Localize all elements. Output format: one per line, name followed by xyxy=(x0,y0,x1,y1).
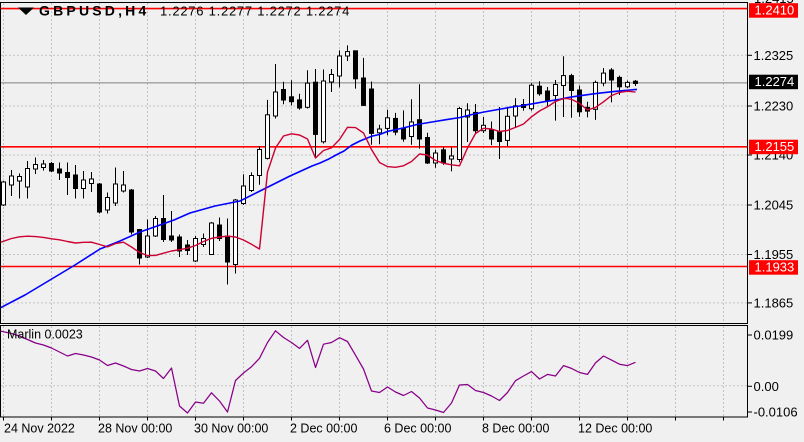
svg-text:24 Nov 2022: 24 Nov 2022 xyxy=(4,422,75,436)
svg-text:0.00: 0.00 xyxy=(754,379,779,394)
svg-text:2 Dec 00:00: 2 Dec 00:00 xyxy=(290,422,357,436)
svg-text:0.0199: 0.0199 xyxy=(754,328,794,343)
svg-text:1.2276 1.2277 1.2272 1.2274: 1.2276 1.2277 1.2272 1.2274 xyxy=(160,4,350,19)
svg-text:12 Dec 00:00: 12 Dec 00:00 xyxy=(578,422,652,436)
svg-text:1.1933: 1.1933 xyxy=(755,260,795,275)
svg-text:1.2155: 1.2155 xyxy=(755,139,795,154)
svg-text:28 Nov 00:00: 28 Nov 00:00 xyxy=(98,422,172,436)
svg-text:8 Dec 00:00: 8 Dec 00:00 xyxy=(482,422,549,436)
svg-text:1.2274: 1.2274 xyxy=(755,74,795,89)
svg-text:1.2410: 1.2410 xyxy=(755,3,795,18)
svg-text:1.2045: 1.2045 xyxy=(754,198,794,213)
svg-text:6 Dec 00:00: 6 Dec 00:00 xyxy=(384,422,451,436)
svg-text:30 Nov 00:00: 30 Nov 00:00 xyxy=(194,422,268,436)
svg-text:GBPUSD,H4: GBPUSD,H4 xyxy=(39,3,149,19)
svg-text:-0.0106: -0.0106 xyxy=(754,405,798,420)
svg-text:1.2325: 1.2325 xyxy=(754,48,794,63)
svg-text:1.2415: 1.2415 xyxy=(754,0,794,6)
svg-text:Marlin 0.0023: Marlin 0.0023 xyxy=(7,328,83,342)
svg-text:1.1955: 1.1955 xyxy=(754,247,794,262)
svg-text:1.1865: 1.1865 xyxy=(754,295,794,310)
svg-text:1.2230: 1.2230 xyxy=(754,99,794,114)
